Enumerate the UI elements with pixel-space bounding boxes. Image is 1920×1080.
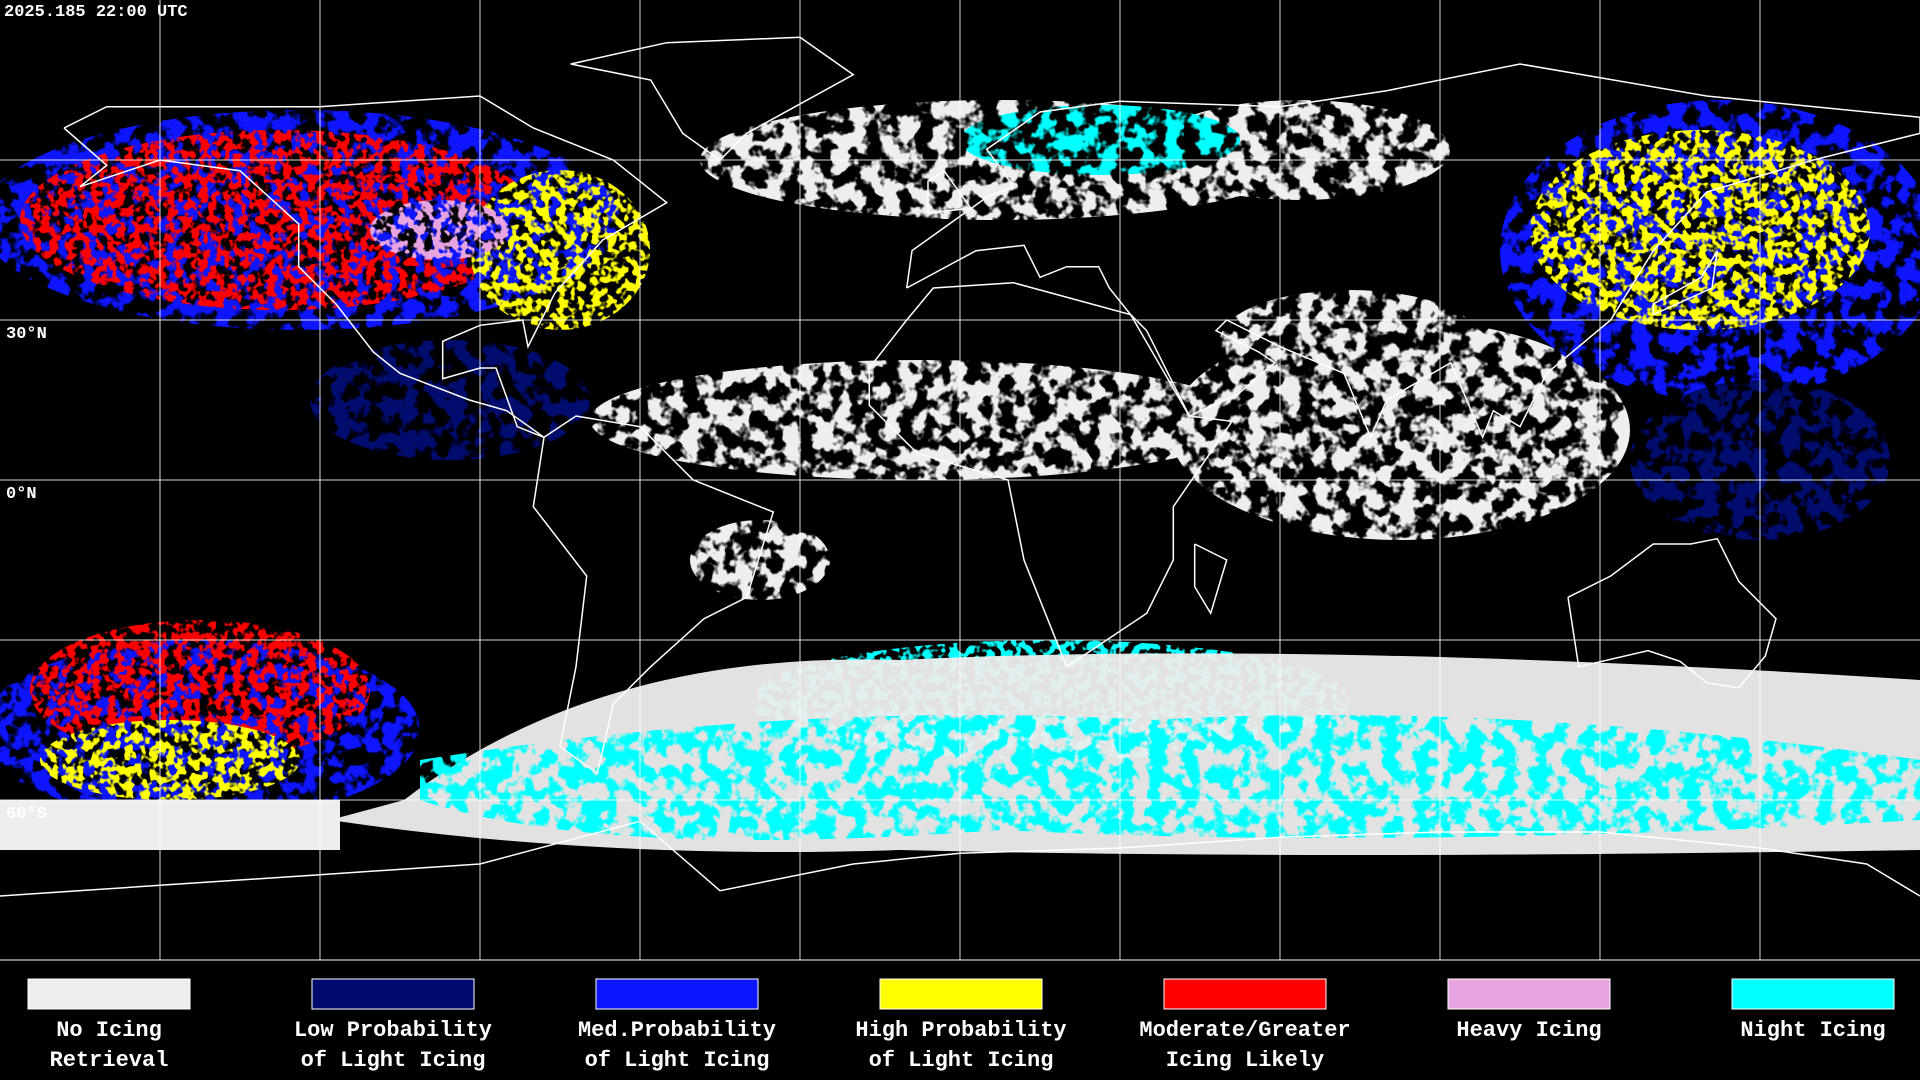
legend-label: Retrieval <box>50 1048 169 1073</box>
coastline <box>1193 543 1228 616</box>
legend-swatch <box>879 978 1043 1010</box>
legend-label: of Light Icing <box>301 1048 486 1073</box>
legend-swatch <box>1731 978 1895 1010</box>
legend-label: Moderate/Greater <box>1139 1018 1350 1043</box>
latitude-labels: 30°N 0°N 60°S <box>6 325 47 824</box>
legend-swatch <box>1447 978 1611 1010</box>
legend-swatch <box>595 978 759 1010</box>
legend-swatch <box>311 978 475 1010</box>
night-cloud-band <box>420 715 1920 840</box>
legend-label: Heavy Icing <box>1456 1018 1601 1043</box>
legend-label: of Light Icing <box>585 1048 770 1073</box>
coastline <box>868 281 1234 668</box>
coastline <box>570 36 855 161</box>
legend-swatch <box>1163 978 1327 1010</box>
legend: No Icing Retrieval Low Probability of Light… <box>0 959 1920 1073</box>
legend-label: High Probability <box>855 1018 1066 1043</box>
latitude-label: 30°N <box>6 325 47 344</box>
coastline <box>927 169 973 215</box>
coastline <box>1652 250 1719 316</box>
latitude-label: 0°N <box>6 485 37 504</box>
legend-label: Low Probability <box>294 1018 492 1043</box>
coastline <box>532 415 775 775</box>
legend-label: of Light Icing <box>869 1048 1054 1073</box>
coastline <box>1567 537 1777 689</box>
polar-cloud <box>0 800 340 850</box>
graticule <box>0 0 1920 960</box>
legend-label: Med.Probability <box>578 1018 776 1043</box>
coastline <box>905 63 1920 440</box>
legend-label: Night Icing <box>1740 1018 1885 1043</box>
legend-swatch <box>27 978 191 1010</box>
latitude-label: 60°S <box>6 805 47 824</box>
legend-label: Icing Likely <box>1166 1048 1324 1073</box>
legend-label: No Icing <box>56 1018 162 1043</box>
timestamp: 2025.185 22:00 UTC <box>4 3 188 22</box>
